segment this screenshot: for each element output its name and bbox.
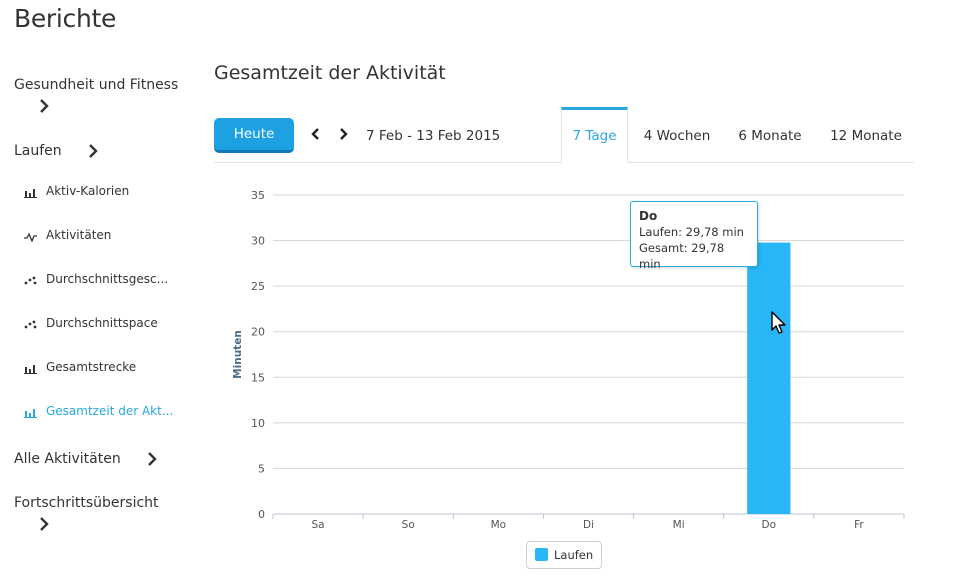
- tooltip-line-running: Laufen: 29,78 min: [639, 225, 744, 239]
- sidebar-item-label: Aktiv-Kalorien: [46, 184, 130, 198]
- sidebar-group-running[interactable]: Laufen: [14, 143, 100, 159]
- sidebar: Gesundheit und Fitness Laufen Aktiv-Kalo…: [0, 0, 200, 585]
- chevron-right-icon: [39, 517, 51, 531]
- y-axis-label: Minuten: [232, 330, 244, 379]
- chevron-right-icon: [147, 452, 159, 466]
- sidebar-group-label: Fortschrittsübersicht: [14, 495, 159, 511]
- activity-time-chart: 0 5 10 15 20 25 30 35 Minuten Sa So Mo Di Mi Do Fr: [232, 189, 905, 531]
- y-tick-label: 25: [251, 280, 265, 293]
- y-tick-label: 30: [251, 235, 265, 248]
- x-tick-label: So: [402, 519, 415, 531]
- sidebar-item-average-speed[interactable]: Durchschnittsgesc...: [24, 272, 168, 286]
- chevron-right-icon: [88, 144, 100, 158]
- scatter-chart-icon: [24, 319, 38, 329]
- sidebar-group-health-fitness[interactable]: Gesundheit und Fitness: [14, 77, 178, 113]
- today-button[interactable]: Heute: [214, 118, 294, 153]
- tab-12-months[interactable]: 12 Monate: [830, 128, 902, 144]
- sidebar-item-label: Durchschnittspace: [46, 316, 158, 330]
- bar-do: [747, 242, 791, 514]
- sidebar-item-label: Aktivitäten: [46, 228, 112, 242]
- chart-tooltip: Do Laufen: 29,78 min Gesamt: 29,78 min: [630, 201, 758, 271]
- date-range: 7 Feb - 13 Feb 2015: [366, 128, 501, 144]
- next-period-button[interactable]: [337, 126, 351, 144]
- sidebar-item-activities[interactable]: Aktivitäten: [24, 228, 112, 243]
- tab-6-months[interactable]: 6 Monate: [738, 128, 802, 144]
- chart-legend[interactable]: Laufen: [526, 541, 602, 569]
- previous-period-button[interactable]: [310, 126, 324, 144]
- tooltip-title: Do: [639, 209, 658, 223]
- y-tick-label: 0: [258, 508, 265, 521]
- x-tick-label: Mo: [491, 519, 506, 531]
- sidebar-item-average-pace[interactable]: Durchschnittspace: [24, 316, 158, 330]
- mouse-cursor-icon: [770, 311, 788, 335]
- sidebar-group-all-activities[interactable]: Alle Aktivitäten: [14, 451, 159, 467]
- bar-chart-icon: [24, 187, 38, 198]
- legend-swatch: [535, 548, 548, 561]
- sidebar-item-active-calories[interactable]: Aktiv-Kalorien: [24, 184, 129, 198]
- y-tick-label: 35: [251, 189, 265, 202]
- scatter-chart-icon: [24, 275, 38, 285]
- bar-chart-icon: [24, 363, 38, 374]
- x-tick-label: Di: [583, 519, 594, 531]
- sidebar-item-total-distance[interactable]: Gesamtstrecke: [24, 360, 136, 374]
- y-tick-label: 15: [251, 371, 265, 384]
- sidebar-item-total-activity-time[interactable]: Gesamtzeit der Akt...: [24, 404, 173, 418]
- sidebar-item-label: Gesamtstrecke: [46, 360, 137, 374]
- chevron-left-icon: [310, 127, 322, 146]
- x-tick-label: Fr: [854, 519, 864, 531]
- sidebar-group-label: Laufen: [14, 143, 62, 159]
- bar-chart-icon: [24, 407, 38, 418]
- sidebar-group-progress-overview[interactable]: Fortschrittsübersicht: [14, 495, 159, 531]
- chevron-right-icon: [337, 127, 349, 146]
- sidebar-item-label: Durchschnittsgesc...: [46, 272, 169, 286]
- y-tick-label: 5: [258, 462, 265, 475]
- line-chart-icon: [24, 231, 38, 243]
- x-tick-label: Mi: [673, 519, 685, 531]
- tooltip-line-total: Gesamt: 29,78 min: [639, 241, 725, 271]
- sidebar-group-label: Alle Aktivitäten: [14, 451, 121, 467]
- sidebar-group-label: Gesundheit und Fitness: [14, 77, 179, 93]
- tab-7-days[interactable]: 7 Tage: [561, 107, 628, 163]
- y-tick-label: 20: [251, 326, 265, 339]
- x-tick-label: Sa: [312, 519, 325, 531]
- y-tick-label: 10: [251, 417, 265, 430]
- x-tick-label: Do: [762, 519, 777, 531]
- tab-4-weeks[interactable]: 4 Wochen: [643, 128, 711, 144]
- legend-label: Laufen: [554, 548, 594, 562]
- sidebar-item-label: Gesamtzeit der Akt...: [46, 404, 174, 418]
- content-title: Gesamtzeit der Aktivität: [214, 62, 446, 84]
- page-title: Berichte: [14, 4, 117, 33]
- chevron-right-icon: [39, 99, 51, 113]
